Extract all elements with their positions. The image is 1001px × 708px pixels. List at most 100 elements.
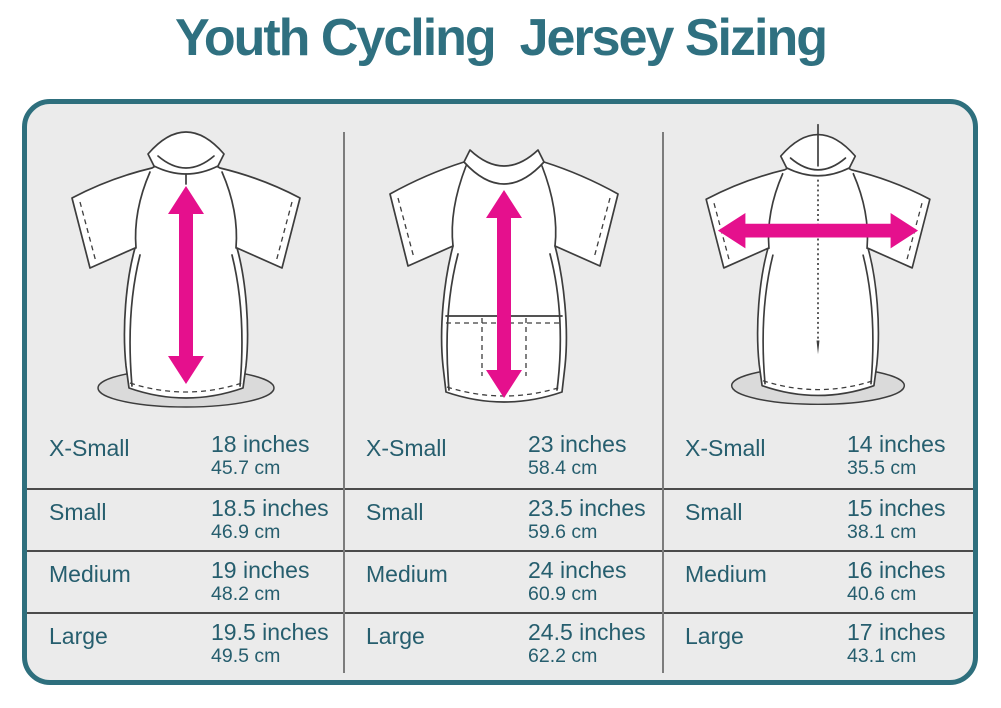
size-label: Medium <box>49 561 131 587</box>
front-length-arrow <box>167 186 204 384</box>
inches-value: 16 inches <box>847 557 946 583</box>
cm-value: 45.7 cm <box>211 456 281 479</box>
inches-value: 24 inches <box>528 557 627 583</box>
sizing-column-back-length: X-Small 23 inches 58.4 cm Small 23.5 inc… <box>344 104 663 680</box>
size-label: Small <box>49 499 107 525</box>
left-side-seam <box>445 253 459 391</box>
table-row: Small 23.5 inches 59.6 cm <box>344 488 663 550</box>
cm-value: 62.2 cm <box>528 644 598 667</box>
cm-value: 60.9 cm <box>528 582 598 605</box>
cm-value: 48.2 cm <box>211 582 281 605</box>
size-label: Large <box>49 623 108 649</box>
table-row: Small 15 inches 38.1 cm <box>663 488 973 550</box>
table-row: Small 18.5 inches 46.9 cm <box>27 488 344 550</box>
table-row: Medium 24 inches 60.9 cm <box>344 550 663 612</box>
cm-value: 46.9 cm <box>211 520 281 543</box>
table-row: X-Small 14 inches 35.5 cm <box>663 426 973 488</box>
right-side-seam <box>230 254 243 387</box>
inches-value: 19 inches <box>211 557 310 583</box>
measurement-value: 19.5 inches 49.5 cm <box>211 619 329 668</box>
cm-value: 35.5 cm <box>847 456 917 479</box>
inches-value: 17 inches <box>847 619 946 645</box>
left-raglan-seam <box>134 171 151 249</box>
collar <box>146 131 225 175</box>
left-side-seam <box>762 254 774 385</box>
left-cuff-stitch <box>78 201 97 263</box>
inches-value: 19.5 inches <box>211 619 329 645</box>
left-cuff-stitch <box>396 197 415 259</box>
jersey-back-illustration <box>344 104 663 426</box>
sizing-column-front-length: X-Small 18 inches 45.7 cm Small 18.5 inc… <box>27 104 344 680</box>
jersey-front-svg <box>70 131 301 408</box>
measurement-value: 24.5 inches 62.2 cm <box>528 619 646 668</box>
sizing-column-chest-width: X-Small 14 inches 35.5 cm Small 15 inche… <box>663 104 973 680</box>
inches-value: 24.5 inches <box>528 619 646 645</box>
table-row: Large 19.5 inches 49.5 cm <box>27 612 344 674</box>
table-row: Large 24.5 inches 62.2 cm <box>344 612 663 674</box>
page-title: Youth Cycling Jersey Sizing <box>175 9 828 67</box>
measurement-value: 24 inches 60.9 cm <box>528 557 627 606</box>
zipper-pull <box>816 340 820 355</box>
table-row: Large 17 inches 43.1 cm <box>663 612 973 674</box>
table-row: Medium 19 inches 48.2 cm <box>27 550 344 612</box>
hem-stitch <box>129 382 242 393</box>
measurement-value: 23 inches 58.4 cm <box>528 431 626 480</box>
column-divider <box>662 132 664 673</box>
right-raglan-seam <box>852 172 869 250</box>
hem-stitch <box>762 380 874 391</box>
measurement-value: 23.5 inches 59.6 cm <box>528 495 646 544</box>
inches-value: 18 inches <box>211 431 310 457</box>
collar-inner-opening <box>156 155 215 169</box>
size-label: X-Small <box>685 435 766 461</box>
cm-value: 40.6 cm <box>847 582 917 605</box>
measurement-value: 14 inches 35.5 cm <box>847 431 946 480</box>
left-raglan-seam <box>450 165 467 247</box>
column-divider <box>343 132 345 673</box>
table-row: X-Small 18 inches 45.7 cm <box>27 426 344 488</box>
inches-value: 23.5 inches <box>528 495 646 521</box>
right-cuff-stitch <box>274 201 293 263</box>
size-table-front-length: X-Small 18 inches 45.7 cm Small 18.5 inc… <box>27 426 344 674</box>
size-label: Small <box>685 499 743 525</box>
table-row: X-Small 23 inches 58.4 cm <box>344 426 663 488</box>
size-table-back-length: X-Small 23 inches 58.4 cm Small 23.5 inc… <box>344 426 663 674</box>
inches-value: 14 inches <box>847 431 946 457</box>
measurement-value: 16 inches 40.6 cm <box>847 557 946 606</box>
measurement-value: 18 inches 45.7 cm <box>211 431 310 480</box>
cm-value: 58.4 cm <box>528 456 598 479</box>
inches-value: 18.5 inches <box>211 495 329 521</box>
measurement-value: 19 inches 48.2 cm <box>211 557 310 606</box>
back-length-arrow <box>485 190 522 398</box>
size-label: Large <box>685 623 744 649</box>
sizing-chart-panel: X-Small 18 inches 45.7 cm Small 18.5 inc… <box>22 99 978 685</box>
table-row: Medium 16 inches 40.6 cm <box>663 550 973 612</box>
cm-value: 59.6 cm <box>528 520 598 543</box>
measurement-value: 18.5 inches 46.9 cm <box>211 495 329 544</box>
left-raglan-seam <box>767 172 784 250</box>
size-label: Large <box>366 623 425 649</box>
right-side-seam <box>548 253 561 391</box>
right-cuff-stitch <box>592 197 611 259</box>
jersey-front-zipper-illustration <box>663 104 973 426</box>
jersey-front-illustration <box>27 104 344 426</box>
size-label: X-Small <box>49 435 130 461</box>
left-side-seam <box>128 254 141 387</box>
cm-value: 43.1 cm <box>847 644 917 667</box>
collar-inner-opening <box>789 157 847 171</box>
right-raglan-seam <box>220 171 237 249</box>
chest-width-arrow <box>717 213 919 249</box>
size-label: Small <box>366 499 424 525</box>
measurement-value: 15 inches 38.1 cm <box>847 495 945 544</box>
size-label: X-Small <box>366 435 447 461</box>
jersey-front-zipper-svg <box>705 123 931 406</box>
collar-back <box>462 149 545 185</box>
right-side-seam <box>862 254 874 385</box>
size-label: Medium <box>685 561 767 587</box>
size-label: Medium <box>366 561 448 587</box>
right-raglan-seam <box>540 165 557 247</box>
cm-value: 49.5 cm <box>211 644 281 667</box>
jersey-back-svg <box>388 149 619 403</box>
size-table-chest-width: X-Small 14 inches 35.5 cm Small 15 inche… <box>663 426 973 674</box>
measurement-value: 17 inches 43.1 cm <box>847 619 946 668</box>
cm-value: 38.1 cm <box>847 520 917 543</box>
